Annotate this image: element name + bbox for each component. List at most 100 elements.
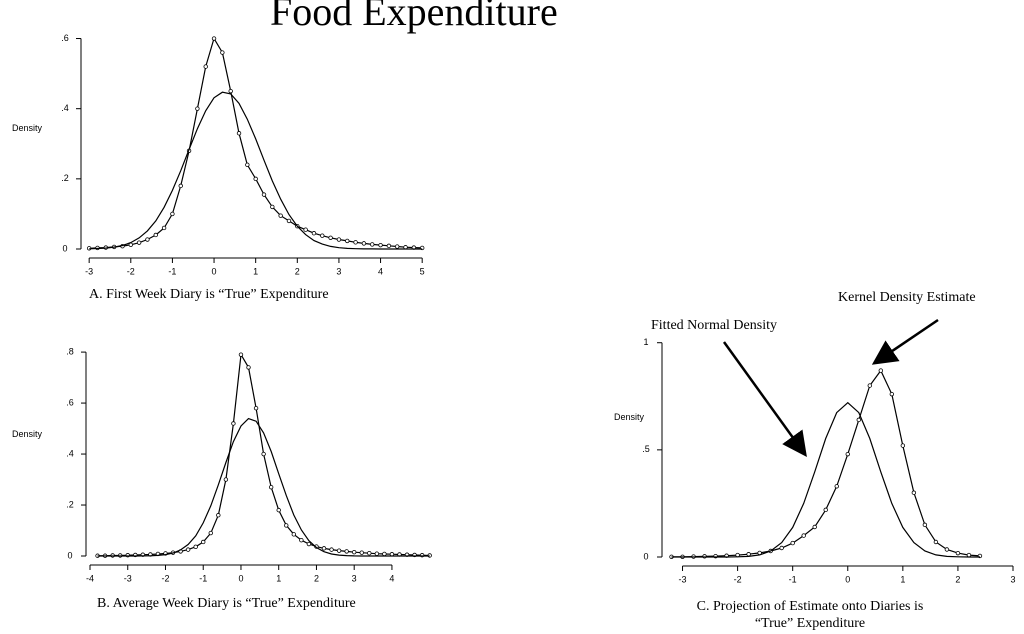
point	[195, 106, 200, 111]
point	[185, 547, 191, 552]
x-tick-label: 0	[238, 573, 243, 583]
point	[900, 443, 906, 448]
point	[203, 64, 208, 69]
point	[812, 524, 817, 530]
point	[329, 547, 334, 552]
density-line	[671, 401, 980, 558]
point	[278, 213, 283, 218]
x-tick-label: 4	[389, 573, 394, 583]
point	[344, 549, 349, 554]
y-tick-label: .8	[66, 346, 74, 356]
point	[284, 523, 289, 528]
y-tick-label: 1	[643, 337, 648, 347]
caption: C. Projection of Estimate onto Diaries i…	[696, 599, 924, 631]
point	[261, 451, 266, 457]
point	[201, 539, 206, 545]
point	[845, 451, 850, 457]
point	[311, 231, 317, 236]
arrow	[871, 318, 939, 365]
point	[299, 537, 304, 543]
point	[790, 540, 795, 546]
y-axis-label: Density	[12, 429, 43, 439]
annotation: Kernel Density Estimate	[838, 290, 976, 305]
point	[270, 204, 275, 210]
point	[370, 242, 375, 247]
point	[779, 545, 784, 551]
point	[276, 507, 281, 513]
point	[386, 243, 392, 249]
point	[944, 547, 950, 552]
y-tick-label: .2	[61, 173, 69, 183]
point	[216, 513, 221, 518]
point	[378, 242, 383, 248]
point	[306, 541, 312, 547]
point	[236, 131, 242, 136]
density-line	[89, 37, 423, 249]
point	[268, 484, 274, 490]
point	[223, 477, 229, 482]
point	[161, 225, 167, 231]
x-tick-label: -1	[789, 574, 797, 584]
y-axis-label: Density	[12, 123, 43, 133]
y-tick-label: 0	[643, 551, 648, 561]
x-tick-label: 3	[1010, 574, 1015, 584]
y-axis-label: Density	[614, 412, 645, 422]
point	[878, 368, 884, 373]
y-tick-label: 0	[62, 243, 67, 253]
x-tick-label: -2	[734, 574, 742, 584]
x-tick-label: 0	[845, 574, 850, 584]
point	[395, 244, 400, 249]
y-tick-label: .4	[61, 103, 69, 113]
x-tick-label: -3	[679, 574, 687, 584]
point	[228, 88, 233, 94]
point	[136, 240, 142, 245]
point	[253, 405, 259, 411]
point	[345, 238, 350, 244]
point	[245, 162, 250, 168]
density-line	[97, 417, 430, 557]
point	[374, 551, 380, 556]
point	[193, 544, 198, 550]
point	[328, 235, 333, 240]
point	[361, 241, 367, 246]
point	[351, 549, 357, 555]
point	[286, 218, 292, 224]
point	[867, 383, 872, 388]
point	[801, 533, 806, 538]
point	[320, 233, 325, 238]
point	[746, 552, 751, 557]
page-title: Food Expenditure	[270, 0, 558, 34]
point	[382, 551, 387, 557]
density-line	[89, 91, 423, 250]
point	[359, 550, 364, 555]
point	[321, 546, 327, 551]
caption: A. First Week Diary is “True” Expenditur…	[89, 287, 329, 302]
x-tick-label: 2	[295, 266, 300, 276]
point	[291, 532, 297, 537]
point	[922, 522, 928, 528]
x-tick-label: 3	[336, 266, 341, 276]
x-tick-label: 1	[276, 573, 281, 583]
point	[933, 539, 939, 545]
point	[336, 237, 342, 242]
point	[303, 227, 308, 232]
y-tick-label: .5	[642, 444, 650, 454]
point	[208, 530, 213, 536]
y-tick-label: .6	[61, 33, 69, 43]
point	[253, 176, 258, 182]
point	[367, 550, 372, 556]
x-tick-label: -2	[127, 266, 135, 276]
x-tick-label: -2	[161, 573, 169, 583]
y-tick-label: 0	[67, 550, 72, 560]
x-tick-label: 1	[900, 574, 905, 584]
point	[153, 232, 158, 238]
x-tick-label: 1	[253, 266, 258, 276]
point	[955, 550, 961, 556]
x-tick-label: -3	[85, 266, 93, 276]
density-line	[671, 369, 981, 558]
point	[170, 211, 175, 217]
arrow	[722, 341, 807, 458]
x-tick-label: 3	[352, 573, 357, 583]
